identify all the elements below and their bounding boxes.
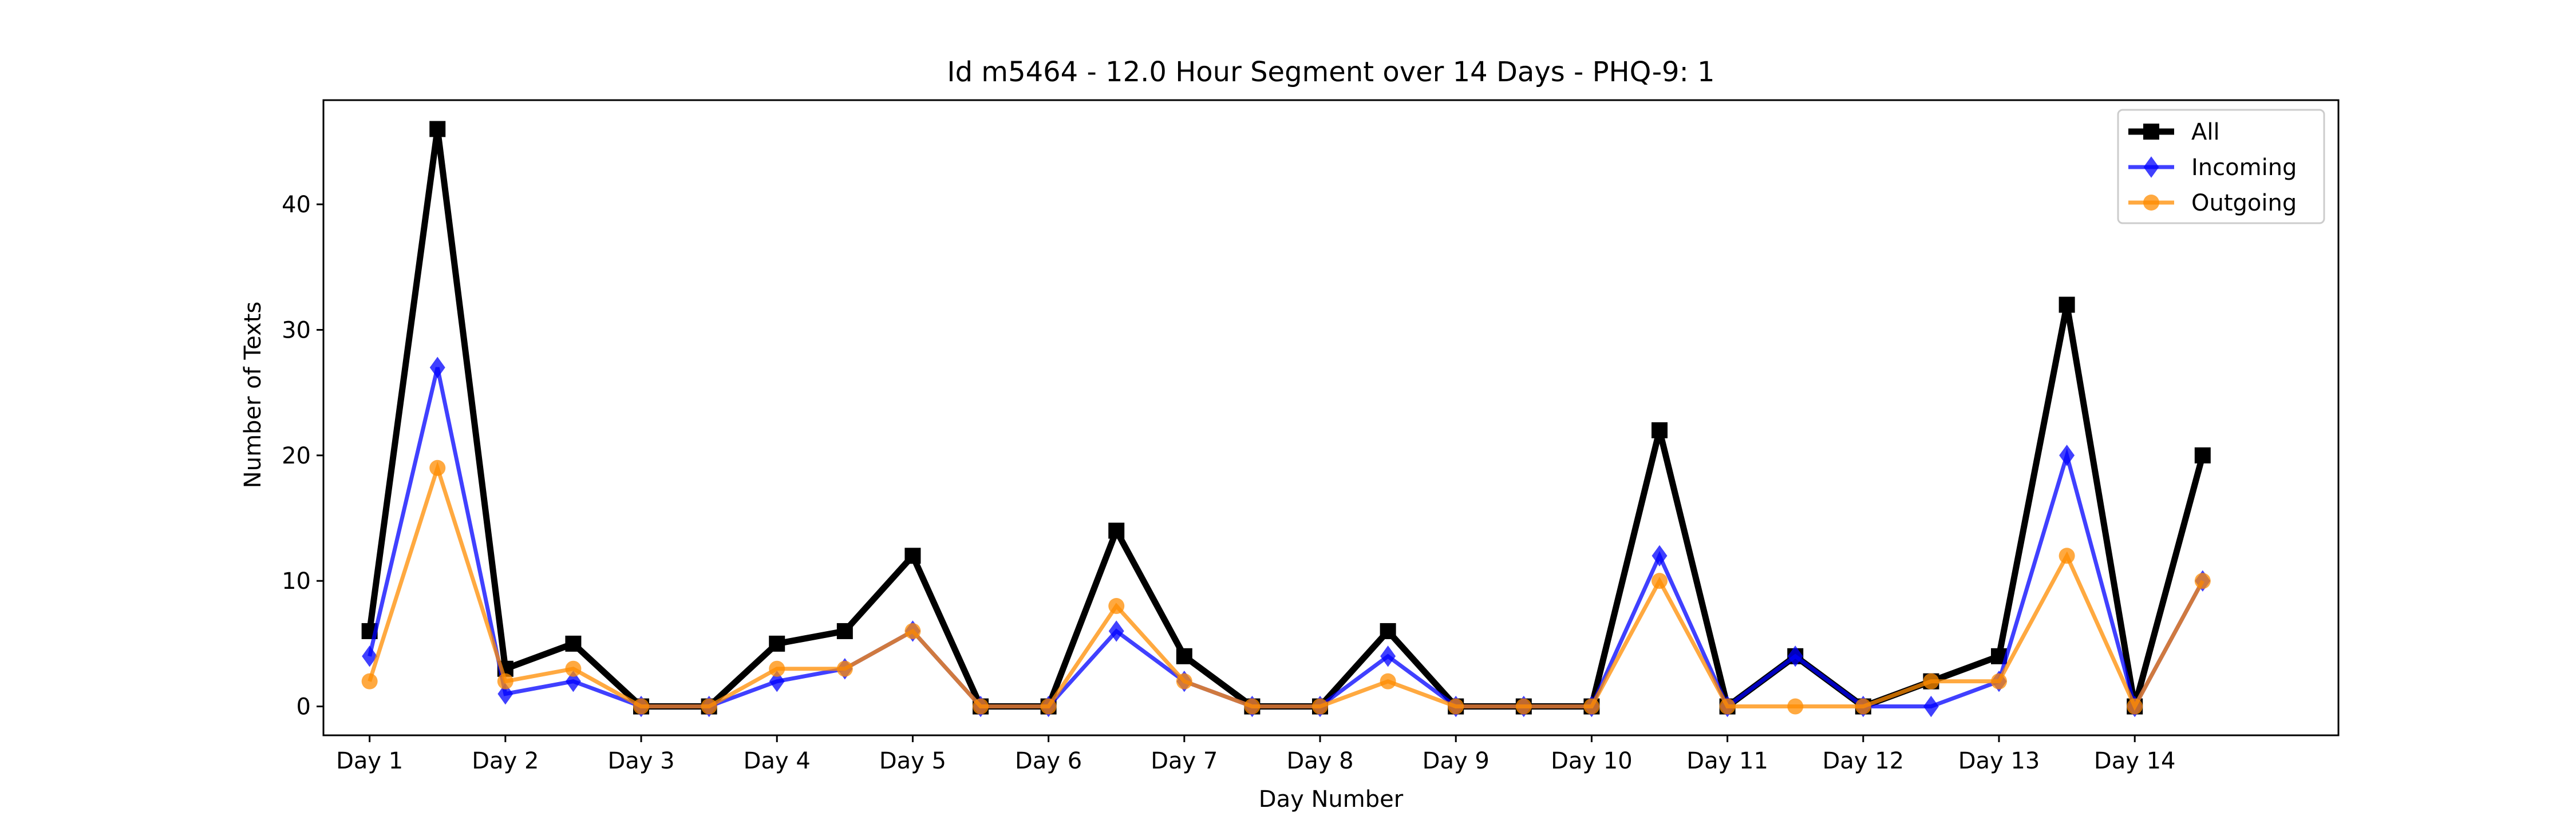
x-tick-label: Day 4 bbox=[744, 748, 811, 774]
legend: All Incoming Outgoing bbox=[2117, 109, 2325, 224]
legend-marker-all bbox=[2143, 124, 2159, 140]
data-point-outgoing bbox=[1448, 698, 1464, 715]
data-point-outgoing bbox=[1855, 698, 1871, 715]
y-tick-label: 0 bbox=[297, 694, 311, 720]
data-point-outgoing bbox=[1583, 698, 1600, 715]
data-point-incoming bbox=[1380, 645, 1396, 667]
legend-marker-incoming bbox=[2143, 156, 2159, 178]
data-point-incoming bbox=[2059, 445, 2075, 466]
x-tick-label: Day 7 bbox=[1151, 748, 1218, 774]
y-axis-ticks: 0 10 20 30 40 bbox=[282, 192, 323, 720]
data-point-incoming bbox=[769, 670, 785, 692]
data-point-outgoing bbox=[973, 698, 989, 715]
legend-item-outgoing: Outgoing bbox=[2128, 190, 2297, 216]
data-point-outgoing bbox=[701, 698, 717, 715]
legend-box bbox=[2117, 109, 2325, 224]
data-point-all bbox=[565, 635, 582, 652]
data-point-outgoing bbox=[1652, 573, 1668, 589]
data-point-all bbox=[1108, 522, 1125, 539]
legend-item-incoming: Incoming bbox=[2128, 154, 2297, 181]
series-line-outgoing bbox=[368, 461, 2204, 711]
legend-marker-outgoing bbox=[2143, 195, 2159, 211]
data-point-all bbox=[429, 121, 446, 137]
data-point-all bbox=[2059, 296, 2075, 313]
data-point-all bbox=[1380, 623, 1396, 639]
y-tick-label: 20 bbox=[282, 443, 311, 469]
data-point-incoming bbox=[362, 645, 378, 667]
x-axis-label: Day Number bbox=[1259, 786, 1404, 813]
x-tick-label: Day 9 bbox=[1423, 748, 1490, 774]
x-tick-label: Day 10 bbox=[1551, 748, 1633, 774]
data-point-outgoing bbox=[1991, 673, 2008, 690]
data-point-incoming bbox=[565, 670, 581, 692]
data-point-outgoing bbox=[769, 660, 785, 677]
data-point-outgoing bbox=[1923, 673, 1939, 690]
x-tick-label: Day 11 bbox=[1686, 748, 1768, 774]
data-point-incoming bbox=[497, 683, 513, 705]
legend-label-outgoing: Outgoing bbox=[2191, 190, 2297, 216]
x-tick-label: Day 5 bbox=[879, 748, 946, 774]
data-point-outgoing bbox=[1108, 598, 1125, 615]
plot-frame bbox=[322, 99, 2340, 736]
data-point-outgoing bbox=[565, 660, 582, 677]
data-point-incoming bbox=[1108, 620, 1124, 642]
x-tick-label: Day 12 bbox=[1823, 748, 1905, 774]
data-point-all bbox=[769, 635, 785, 652]
x-tick-label: Day 1 bbox=[336, 748, 403, 774]
data-point-outgoing bbox=[2194, 573, 2211, 589]
legend-label-all: All bbox=[2191, 119, 2220, 145]
x-tick-label: Day 3 bbox=[607, 748, 674, 774]
x-tick-label: Day 8 bbox=[1286, 748, 1353, 774]
data-point-outgoing bbox=[1312, 698, 1329, 715]
series-outgoing bbox=[361, 459, 2211, 715]
data-point-all bbox=[1652, 422, 1668, 438]
data-point-outgoing bbox=[1176, 673, 1192, 690]
x-tick-label: Day 13 bbox=[1958, 748, 2040, 774]
data-point-outgoing bbox=[1040, 698, 1057, 715]
data-point-outgoing bbox=[836, 660, 853, 677]
data-point-incoming bbox=[429, 356, 445, 378]
y-axis-label: Number of Texts bbox=[240, 302, 266, 488]
data-point-outgoing bbox=[633, 698, 650, 715]
data-point-outgoing bbox=[1515, 698, 1532, 715]
data-point-incoming bbox=[1652, 545, 1668, 567]
data-point-outgoing bbox=[1244, 698, 1261, 715]
data-point-outgoing bbox=[1719, 698, 1736, 715]
series-layer bbox=[361, 121, 2211, 718]
data-point-outgoing bbox=[2127, 698, 2143, 715]
x-tick-label: Day 2 bbox=[472, 748, 539, 774]
y-tick-label: 10 bbox=[282, 568, 311, 595]
x-tick-label: Day 14 bbox=[2094, 748, 2176, 774]
data-point-all bbox=[1176, 648, 1192, 664]
legend-label-incoming: Incoming bbox=[2191, 154, 2297, 181]
data-point-outgoing bbox=[429, 459, 446, 476]
data-point-all bbox=[836, 623, 853, 639]
data-point-all bbox=[2194, 447, 2211, 464]
y-tick-label: 40 bbox=[282, 192, 311, 218]
data-point-outgoing bbox=[361, 673, 378, 690]
y-tick-label: 30 bbox=[282, 317, 311, 343]
x-tick-label: Day 6 bbox=[1015, 748, 1082, 774]
data-point-all bbox=[904, 548, 921, 564]
chart-title: Id m5464 - 12.0 Hour Segment over 14 Day… bbox=[947, 56, 1714, 88]
data-point-outgoing bbox=[904, 623, 921, 639]
data-point-incoming bbox=[1923, 695, 1939, 718]
data-point-outgoing bbox=[497, 673, 513, 690]
data-point-outgoing bbox=[1380, 673, 1396, 690]
x-axis-ticks: Day 1 Day 2 Day 3 Day 4 Day 5 Day 6 Day 7 Day 8… bbox=[336, 735, 2176, 774]
data-point-outgoing bbox=[2059, 548, 2075, 564]
data-point-outgoing bbox=[1787, 698, 1804, 715]
data-point-incoming bbox=[1787, 645, 1803, 667]
legend-item-all: All bbox=[2128, 119, 2220, 145]
